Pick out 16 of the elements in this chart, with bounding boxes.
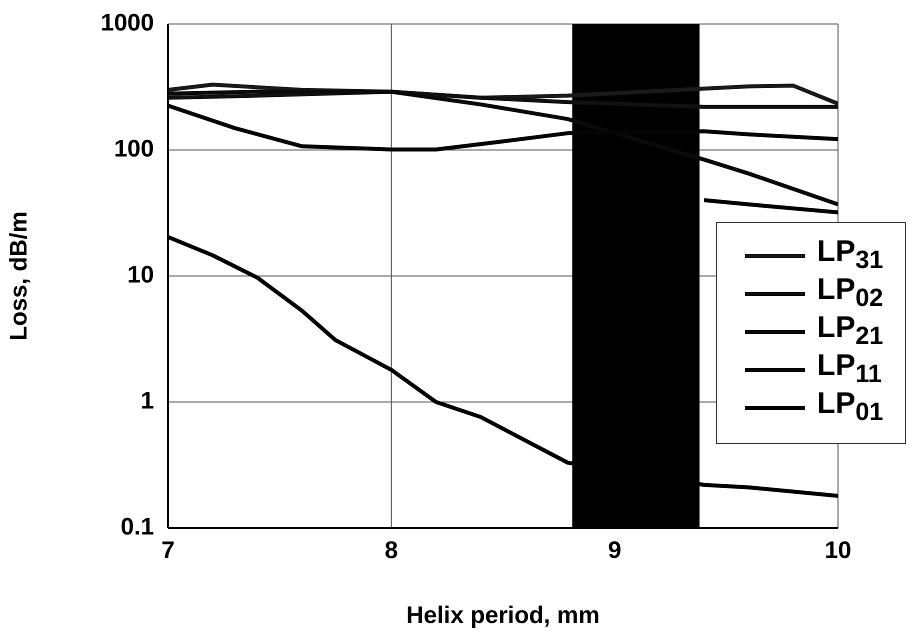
y-tick-label: 10 [127, 261, 154, 288]
y-tick-label: 0.1 [120, 513, 154, 540]
y-axis-title: Loss, dB/m [6, 211, 33, 341]
legend-label: LP$_{02}$ [817, 273, 884, 312]
x-axis-title: Helix period, mm [406, 602, 600, 629]
x-tick-label: 9 [608, 537, 622, 564]
x-tick-label: 8 [384, 537, 398, 564]
legend-label: LP$_{11}$ [817, 349, 882, 388]
legend-label: LP$_{21}$ [817, 311, 884, 350]
legend-label: LP$_{01}$ [817, 387, 884, 427]
x-tick-label: 10 [824, 537, 852, 564]
y-tick-label: 1 [140, 387, 154, 414]
x-tick-label: 7 [161, 537, 175, 564]
y-tick-label: 1000 [100, 9, 154, 36]
legend-label: LP$_{31}$ [817, 235, 884, 274]
y-tick-label: 100 [114, 135, 154, 162]
